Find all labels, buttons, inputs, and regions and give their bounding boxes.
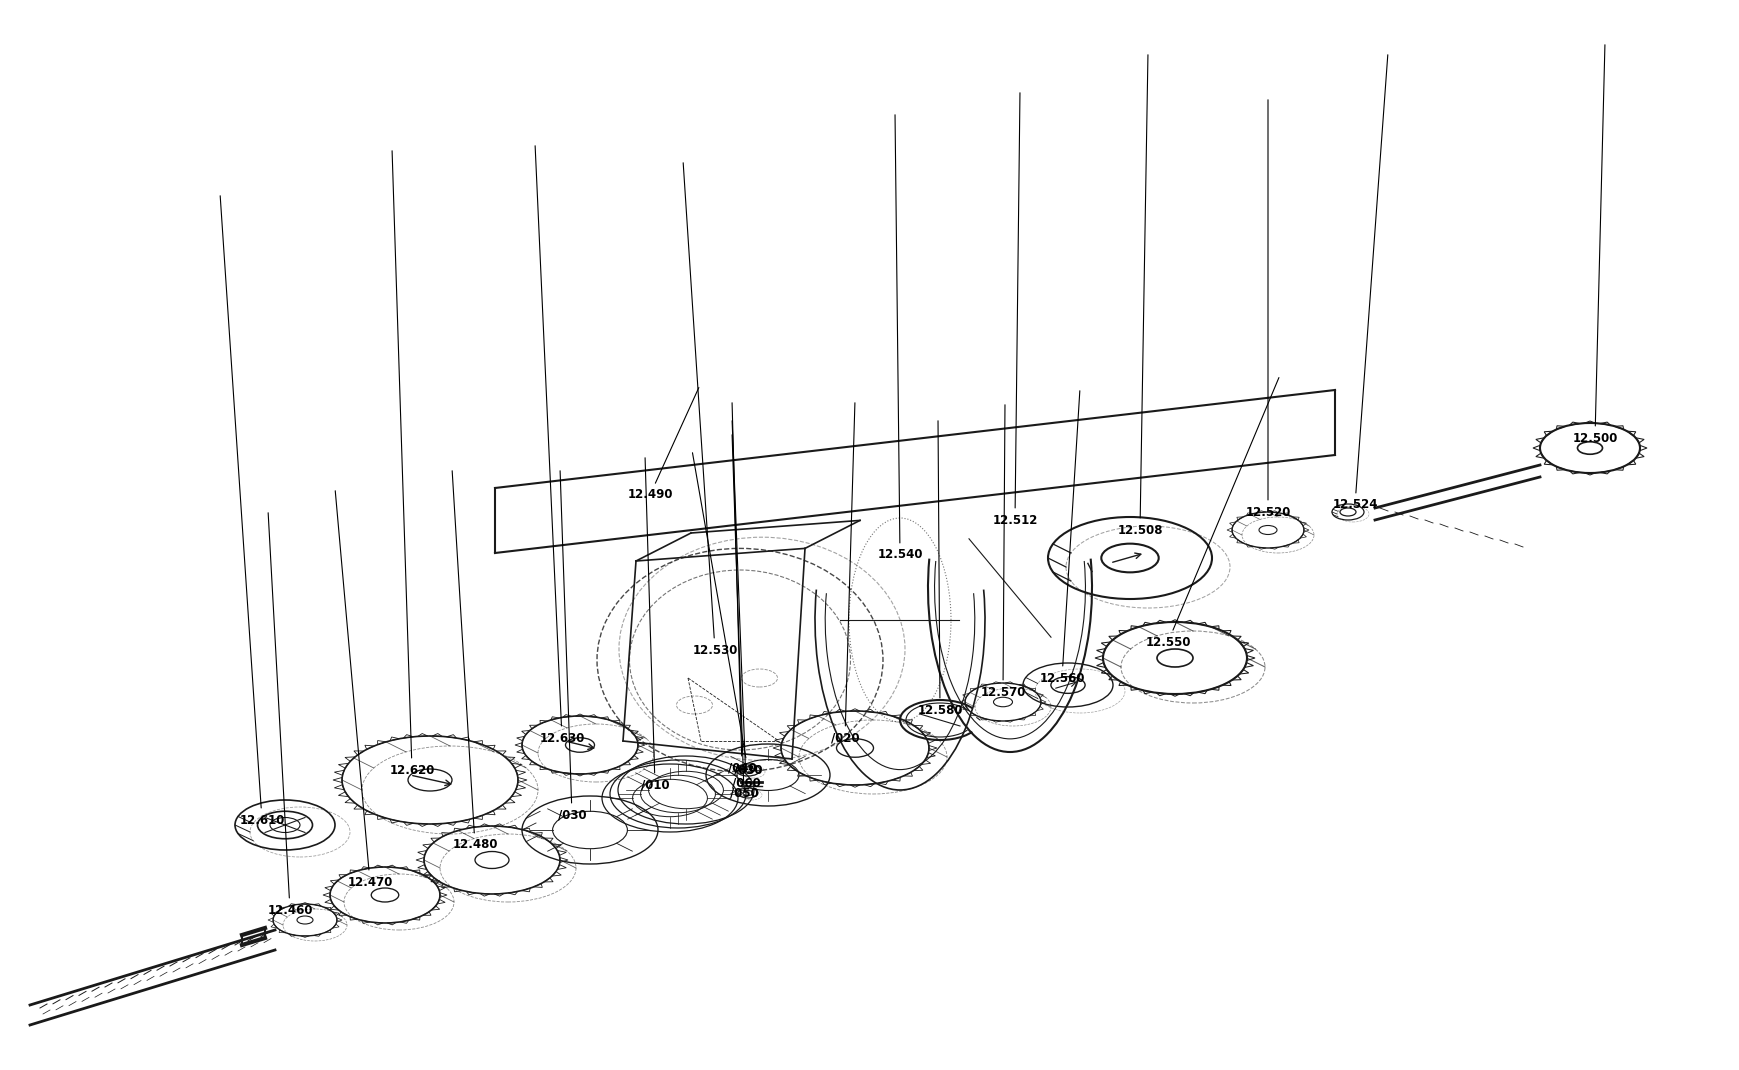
Text: 12.470: 12.470 <box>336 491 393 888</box>
Text: 12.500: 12.500 <box>1572 45 1617 444</box>
Text: /050: /050 <box>729 434 758 799</box>
Text: 12.480: 12.480 <box>452 471 497 852</box>
Text: 12.520: 12.520 <box>1245 100 1290 519</box>
Text: /040: /040 <box>727 402 756 775</box>
Text: /020: /020 <box>830 402 859 745</box>
Text: 12.508: 12.508 <box>1116 55 1162 536</box>
Text: 12.524: 12.524 <box>1332 55 1388 511</box>
Text: 12.560: 12.560 <box>1038 391 1083 685</box>
Text: 12.570: 12.570 <box>979 404 1024 699</box>
Text: 12.610: 12.610 <box>221 196 285 826</box>
Text: /030: /030 <box>692 453 762 777</box>
Text: 12.550: 12.550 <box>1144 378 1278 648</box>
Text: 12.530: 12.530 <box>683 163 737 657</box>
Text: /030: /030 <box>558 471 586 822</box>
Text: /060: /060 <box>730 421 760 790</box>
Text: 12.630: 12.630 <box>536 146 584 745</box>
Text: 12.460: 12.460 <box>268 513 313 917</box>
Text: 12.512: 12.512 <box>991 93 1036 526</box>
Text: 12.580: 12.580 <box>916 421 962 717</box>
Text: 12.540: 12.540 <box>876 114 922 562</box>
Text: 12.620: 12.620 <box>390 151 435 777</box>
Text: 12.490: 12.490 <box>626 387 699 502</box>
Text: /010: /010 <box>640 458 670 792</box>
